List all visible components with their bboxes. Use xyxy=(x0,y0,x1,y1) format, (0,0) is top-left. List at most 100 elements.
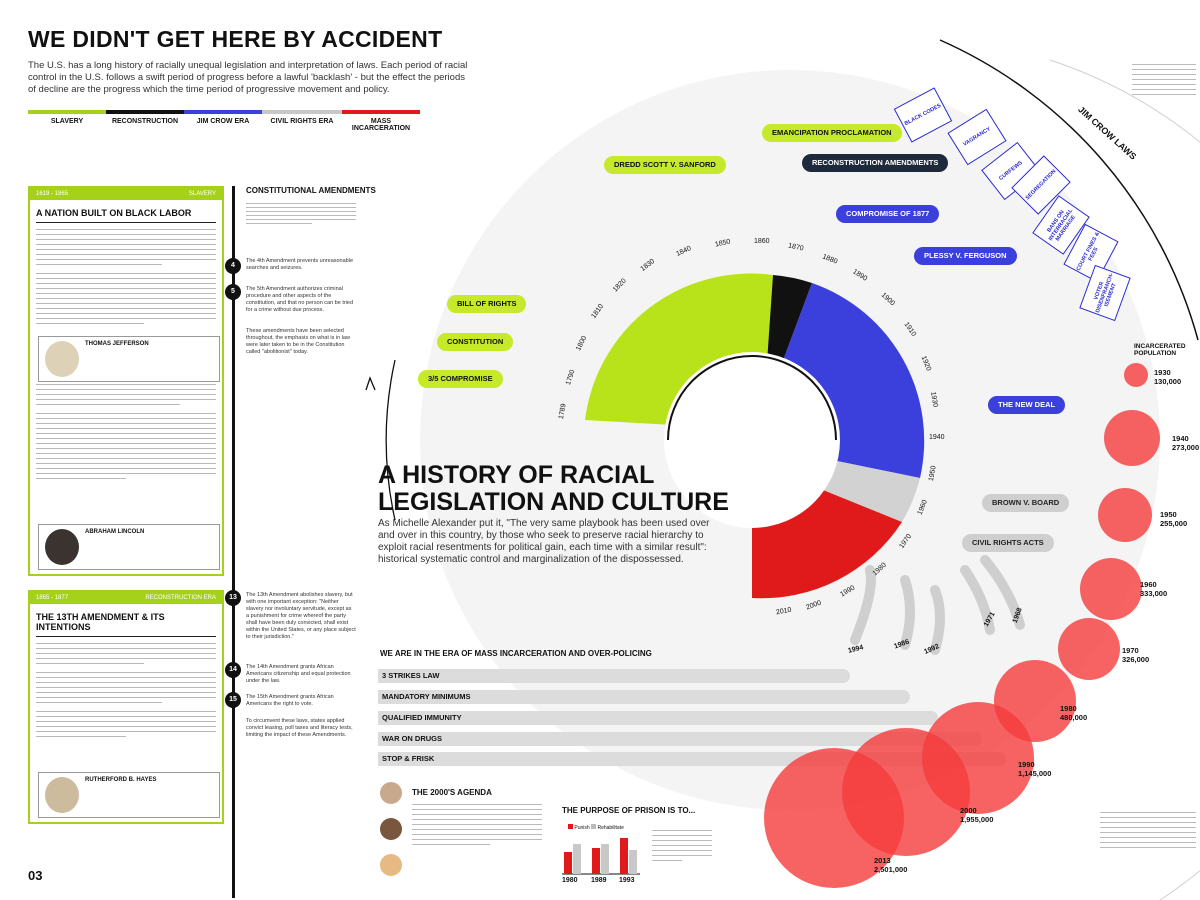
prison-chart-legend: Punish Rehabilitate xyxy=(568,824,624,831)
bubble-value: 130,000 xyxy=(1154,377,1182,386)
policy-curve-1986 xyxy=(900,575,915,650)
card-rule xyxy=(36,222,216,223)
amendment-13-marker: 13 xyxy=(225,590,241,606)
bubble-1940 xyxy=(1104,410,1160,466)
card-title: THE 13TH AMENDMENT & ITS INTENTIONS xyxy=(36,612,165,632)
right-edge-text-bottom xyxy=(1100,808,1196,852)
president-portrait-icon xyxy=(380,782,402,804)
portrait-lincoln: ABRAHAM LINCOLN xyxy=(38,524,220,570)
portrait-hayes: RUTHERFORD B. HAYES xyxy=(38,772,220,818)
bubble-label: 1990 1,145,000 xyxy=(1018,760,1051,778)
portrait-name: THOMAS JEFFERSON xyxy=(85,341,149,347)
bubble-year: 2000 xyxy=(960,806,977,815)
bubble-2013 xyxy=(764,748,904,888)
card-rule xyxy=(36,636,216,637)
president-portrait-icon xyxy=(380,854,402,876)
bubble-label: 1950 255,000 xyxy=(1160,510,1187,528)
page-headline: WE DIDN'T GET HERE BY ACCIDENT xyxy=(28,26,443,52)
bubble-year: 1960 xyxy=(1140,580,1157,589)
portrait-name: ABRAHAM LINCOLN xyxy=(85,529,145,535)
amendments-timeline xyxy=(232,186,235,898)
policy-curve-1992 xyxy=(930,585,945,655)
bubble-year: 1930 xyxy=(1154,368,1171,377)
agenda-text-lines xyxy=(412,800,542,849)
arc-year: 1940 xyxy=(929,434,945,441)
label-dred-scott: DREDD SCOTT V. SANFORD xyxy=(604,156,726,174)
policy-curve-1994 xyxy=(850,565,876,645)
incarcerated-title: INCARCERATED POPULATION xyxy=(1134,343,1186,357)
bubble-year: 1990 xyxy=(1018,760,1035,769)
label-civil-rights-acts: CIVIL RIGHTS ACTS xyxy=(962,534,1054,552)
amendment-15-marker: 15 xyxy=(225,692,241,708)
legend-label: Punish xyxy=(574,825,590,831)
policy-war-on-drugs: WAR ON DRUGS xyxy=(378,732,982,746)
amendment-4-text: The 4th Amendment prevents unreasonable … xyxy=(246,258,354,271)
diagram-subtitle: As Michelle Alexander put it, "The very … xyxy=(378,518,710,565)
bubble-label: 2000 1,955,000 xyxy=(960,806,993,824)
portrait-jefferson: THOMAS JEFFERSON xyxy=(38,336,220,382)
era-bar-reconstruction xyxy=(106,110,184,114)
amendment-14-text: The 14th Amendment grants African Americ… xyxy=(246,664,351,684)
bar-punish-1989 xyxy=(592,848,600,874)
hayes-portrait-icon xyxy=(45,777,79,813)
bubble-year: 1940 xyxy=(1172,434,1189,443)
bubble-label: 1980 480,000 xyxy=(1060,704,1087,722)
legend-swatch xyxy=(568,824,573,829)
right-edge-text xyxy=(1132,60,1196,99)
policy-qualified-immunity: QUALIFIED IMMUNITY xyxy=(378,711,938,725)
legend-label: Rehabilitate xyxy=(597,825,624,831)
amendments-title: CONSTITUTIONAL AMENDMENTS xyxy=(246,186,376,195)
card-header: 1865 - 1877 RECONSTRUCTION ERA xyxy=(30,592,222,604)
bubble-label: 2013 2,501,000 xyxy=(874,856,907,874)
amendment-5-extra: These amendments have been selected thro… xyxy=(246,328,350,355)
card-black-labor: 1619 - 1865 SLAVERY A NATION BUILT ON BLA… xyxy=(28,186,224,576)
bar-punish-1980 xyxy=(564,852,572,874)
amendment-5-marker: 5 xyxy=(225,284,241,300)
label-emancipation: EMANCIPATION PROCLAMATION xyxy=(762,124,902,142)
bubble-1950 xyxy=(1098,488,1152,542)
bar-punish-1993 xyxy=(620,838,628,874)
prison-chart-title: THE PURPOSE OF PRISON IS TO... xyxy=(562,806,696,815)
era-label-civil-rights: CIVIL RIGHTS ERA xyxy=(270,118,334,125)
card-body-text xyxy=(36,643,216,737)
intro-text: The U.S. has a long history of racially … xyxy=(28,60,468,95)
bubble-1960 xyxy=(1080,558,1142,620)
diagram-title-line-1: A HISTORY OF RACIAL xyxy=(378,461,655,489)
bar-rehab-1989 xyxy=(601,844,609,874)
arc-arrow xyxy=(385,359,396,521)
card-body-text-2 xyxy=(36,384,216,479)
label-reconstruction-amendments: RECONSTRUCTION AMENDMENTS xyxy=(802,154,949,172)
portrait-name: RUTHERFORD B. HAYES xyxy=(85,777,157,783)
bubble-value: 1,145,000 xyxy=(1018,769,1052,778)
label-bill-of-rights: BILL OF RIGHTS xyxy=(447,295,527,313)
label-plessy: PLESSY V. FERGUSON xyxy=(914,247,1017,265)
bubble-label: 1940 273,000 xyxy=(1172,434,1199,452)
bubble-year: 1950 xyxy=(1160,510,1177,519)
era-label-mass-incarceration: MASS INCARCERATION xyxy=(351,118,411,132)
arc-segment-civil-rights xyxy=(823,460,920,522)
era-bar-jim-crow xyxy=(184,110,262,114)
era-label-jim-crow: JIM CROW ERA xyxy=(196,118,250,125)
prison-year: 1989 xyxy=(591,877,607,884)
policy-mandatory-minimums: MANDATORY MINIMUMS xyxy=(378,690,910,704)
policy-curve-1971 xyxy=(960,565,995,635)
bubble-year: 1970 xyxy=(1122,646,1139,655)
bubble-label: 1930 130,000 xyxy=(1154,368,1181,386)
bubble-label: 1960 333,000 xyxy=(1140,580,1167,598)
era-label-slavery: SLAVERY xyxy=(50,118,84,125)
bubble-year: 2013 xyxy=(874,856,891,865)
page-number: 03 xyxy=(28,868,43,883)
card-tag: RECONSTRUCTION ERA xyxy=(145,595,216,601)
bubble-value: 333,000 xyxy=(1140,589,1168,598)
prison-year: 1980 xyxy=(562,877,578,884)
label-compromise-1877: COMPROMISE OF 1877 xyxy=(836,205,940,223)
agenda-title: THE 2000'S AGENDA xyxy=(412,788,492,797)
card-header: 1619 - 1865 SLAVERY xyxy=(30,188,222,200)
amendment-5-text: The 5th Amendment authorizes criminal pr… xyxy=(246,286,354,313)
jefferson-portrait-icon xyxy=(45,341,79,377)
bubble-value: 326,000 xyxy=(1122,655,1150,664)
diagram-title: A HISTORY OF RACIAL LEGISLATION AND CULT… xyxy=(378,462,729,516)
amendment-15-extra: To circumvent these laws, states applied… xyxy=(246,718,353,738)
arc-segment-slavery xyxy=(585,273,773,425)
lincoln-portrait-icon xyxy=(45,529,79,565)
